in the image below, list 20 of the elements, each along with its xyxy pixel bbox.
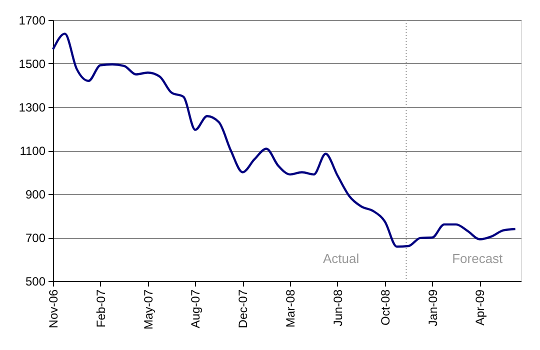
x-tick-label: Nov-06 — [46, 289, 60, 328]
annotation: Forecast — [452, 251, 504, 266]
y-tick-label: 1500 — [18, 57, 46, 71]
x-tick-label: Feb-07 — [94, 289, 108, 328]
x-tick-label: Jun-08 — [331, 289, 345, 326]
line-series — [52, 32, 516, 248]
y-tick-label: 1100 — [20, 144, 46, 158]
y-tick-label: 1300 — [18, 100, 46, 114]
y-tick-label: 1700 — [18, 14, 46, 28]
x-tick-label: Aug-07 — [188, 289, 203, 328]
x-tick-label: Jan-09 — [426, 289, 440, 326]
x-tick-label: Apr-09 — [473, 289, 488, 326]
x-tick-label: Oct-08 — [378, 289, 392, 326]
annotation: Actual — [322, 251, 360, 266]
x-tick-label: Mar-08 — [284, 289, 298, 328]
y-tick-label: 900 — [25, 188, 46, 202]
x-tick-label: Dec-07 — [236, 289, 250, 328]
y-tick-label: 700 — [25, 231, 46, 245]
x-tick-label: May-07 — [141, 289, 156, 330]
y-tick-label: 500 — [25, 274, 46, 288]
